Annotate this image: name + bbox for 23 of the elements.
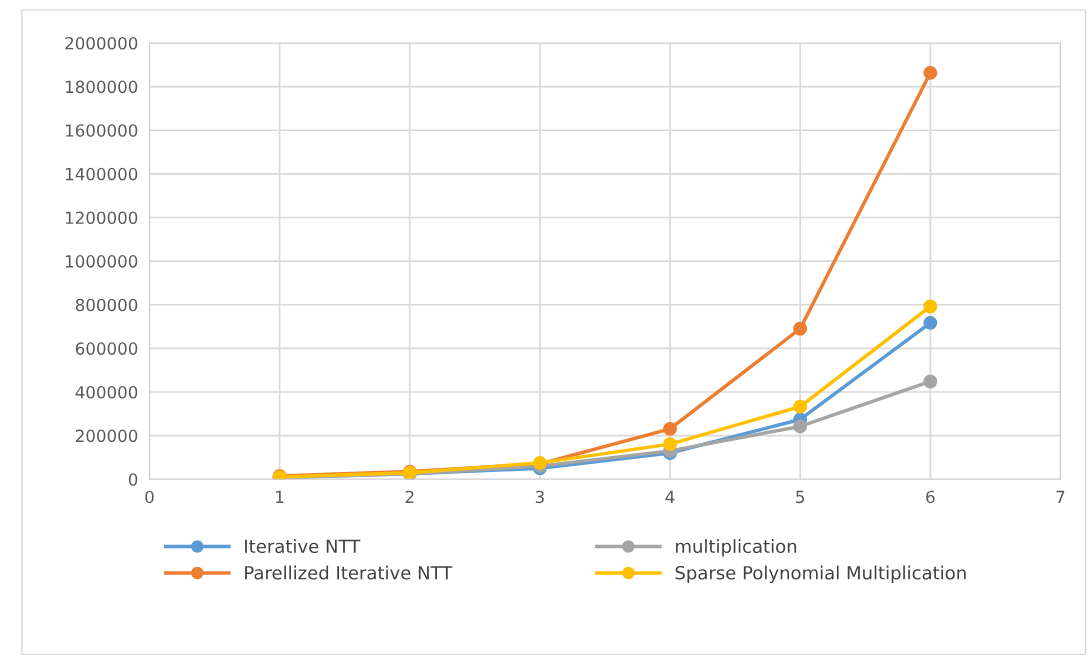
y-tick-label: 600000 — [75, 342, 138, 355]
y-tick-label: 0 — [128, 473, 138, 486]
x-tick-label: 2 — [405, 490, 414, 503]
x-tick-label: 1 — [276, 490, 284, 503]
y-tick-label: 400000 — [75, 385, 138, 399]
x-tick-label: 4 — [665, 490, 675, 503]
x-tick-label: 0 — [145, 490, 154, 504]
y-tick-label: 800000 — [75, 298, 138, 312]
y-tick-label: 1200000 — [65, 211, 138, 225]
x-tick-label: 5 — [796, 490, 805, 504]
x-tick-label: 7 — [1056, 490, 1065, 503]
y-tick-label: 2000000 — [65, 36, 138, 50]
legend-label: Parellized Iterative NTT — [245, 565, 453, 580]
legend-label: Iterative NTT — [245, 539, 361, 554]
y-tick-label: 1600000 — [65, 124, 138, 137]
legend-label: multiplication — [676, 539, 797, 557]
y-tick-label: 200000 — [75, 429, 138, 443]
y-tick-label: 1400000 — [65, 167, 138, 181]
legend-label: Sparse Polynomial Multiplication — [675, 565, 966, 584]
x-tick-label: 3 — [535, 490, 544, 504]
x-tick-label: 6 — [926, 490, 935, 504]
y-tick-label: 1800000 — [65, 80, 138, 94]
y-tick-label: 1000000 — [65, 255, 138, 268]
